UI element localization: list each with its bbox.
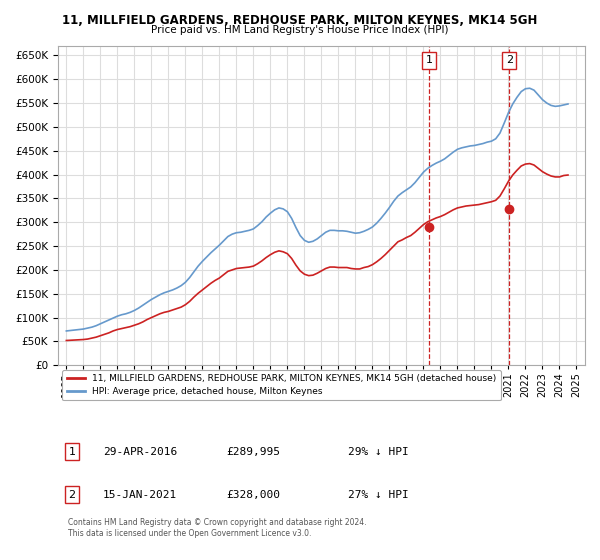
Legend: 11, MILLFIELD GARDENS, REDHOUSE PARK, MILTON KEYNES, MK14 5GH (detached house), : 11, MILLFIELD GARDENS, REDHOUSE PARK, MI… [62,370,501,400]
Text: 11, MILLFIELD GARDENS, REDHOUSE PARK, MILTON KEYNES, MK14 5GH: 11, MILLFIELD GARDENS, REDHOUSE PARK, MI… [62,14,538,27]
Text: 1: 1 [68,446,76,456]
Text: Contains HM Land Registry data © Crown copyright and database right 2024.
This d: Contains HM Land Registry data © Crown c… [68,519,367,538]
Text: 15-JAN-2021: 15-JAN-2021 [103,489,177,500]
Text: 1: 1 [425,55,433,66]
Text: 27% ↓ HPI: 27% ↓ HPI [348,489,409,500]
Text: 2: 2 [506,55,513,66]
Text: £328,000: £328,000 [227,489,281,500]
Text: Price paid vs. HM Land Registry's House Price Index (HPI): Price paid vs. HM Land Registry's House … [151,25,449,35]
Text: 29% ↓ HPI: 29% ↓ HPI [348,446,409,456]
Text: £289,995: £289,995 [227,446,281,456]
Text: 29-APR-2016: 29-APR-2016 [103,446,177,456]
Text: 2: 2 [68,489,76,500]
